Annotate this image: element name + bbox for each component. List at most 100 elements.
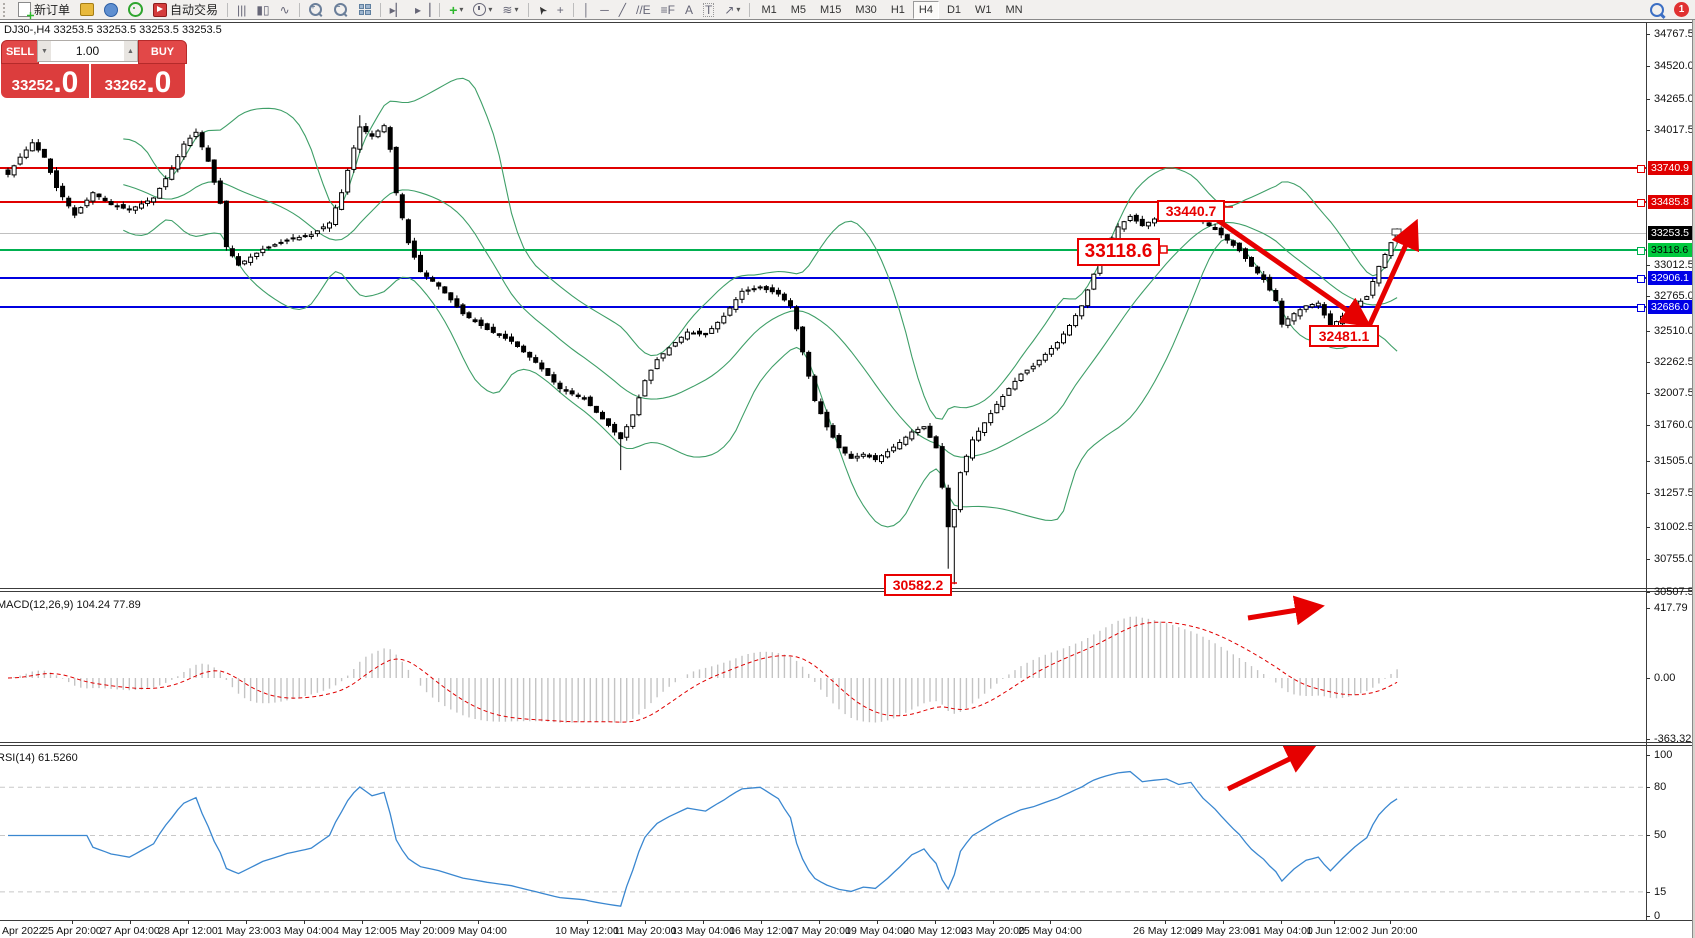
indicators-button[interactable]: + ▾: [445, 1, 467, 19]
time-tick: [420, 920, 421, 924]
auto-scroll-icon: ▸▏: [389, 2, 405, 17]
volume-up-icon[interactable]: ▲: [124, 41, 137, 61]
hline-33118.6[interactable]: [0, 249, 1646, 251]
one-click-trading-panel: SELL ▼ 1.00 ▲ BUY 33252 .0 33262 .0: [1, 40, 187, 98]
macd-signal-line: [7, 621, 1398, 723]
indicator-axis-label: -363.32: [1654, 732, 1692, 745]
indicator-axis-tick: [1646, 892, 1650, 893]
tile-windows-button[interactable]: [355, 1, 375, 19]
timeframe-m30[interactable]: M30: [855, 3, 877, 16]
timeframe-h4[interactable]: H4: [912, 0, 939, 19]
candles: [5, 115, 1400, 585]
volume-input[interactable]: 1.00: [75, 44, 100, 58]
rsi-line: [8, 770, 1398, 907]
zoom-out-button[interactable]: −: [330, 1, 353, 19]
channel-button[interactable]: //E: [632, 1, 655, 19]
timeframe-m1[interactable]: M1: [761, 3, 777, 16]
arrows-button[interactable]: ↗ ▾: [720, 1, 744, 19]
green-level-label[interactable]: 33118.6: [1077, 238, 1160, 266]
candle-chart-button[interactable]: ▮▯: [252, 1, 273, 19]
periods-button[interactable]: ▾: [469, 1, 496, 19]
uptrend-arrow[interactable]: [1363, 218, 1420, 335]
search-icon[interactable]: [1650, 2, 1664, 17]
timeframe-d1[interactable]: D1: [946, 3, 961, 16]
volume-down-icon[interactable]: ▼: [38, 41, 51, 61]
sell-price[interactable]: 33252 .0: [1, 64, 89, 98]
hline-anchor[interactable]: [1637, 275, 1645, 283]
time-tick: [478, 920, 479, 924]
text-label-button[interactable]: T: [699, 1, 718, 19]
tile-windows-icon: [358, 4, 371, 15]
time-tick: [72, 920, 73, 924]
time-tick: [877, 920, 878, 924]
chevron-down-icon: ▾: [736, 5, 741, 14]
price-badge-black: 33253.5: [1648, 226, 1695, 240]
text-label-icon: T: [703, 2, 715, 17]
publisher-button[interactable]: [100, 1, 122, 19]
autotrading-button[interactable]: 自动交易: [149, 1, 222, 19]
notification-badge[interactable]: 1: [1674, 2, 1689, 17]
signals-button[interactable]: [124, 1, 147, 19]
price-badge-green: 33118.6: [1648, 243, 1695, 257]
macd-arrow[interactable]: [1247, 595, 1325, 626]
rsi-label: RSI(14) 61.5260: [0, 752, 78, 764]
bollinger-bands: [123, 77, 1398, 528]
hline-anchor[interactable]: [1637, 199, 1645, 207]
volume-stepper[interactable]: ▼ 1.00 ▲: [37, 40, 138, 62]
line-chart-button[interactable]: ∿: [276, 1, 294, 19]
hline-anchor[interactable]: [1637, 165, 1645, 173]
hline-32906.1[interactable]: [0, 277, 1646, 279]
bar-chart-icon: |||: [237, 2, 247, 17]
high-label[interactable]: 33440.7: [1157, 200, 1225, 222]
hline-32686.0[interactable]: [0, 306, 1646, 308]
zoom-in-button[interactable]: +: [305, 1, 328, 19]
auto-scroll-button[interactable]: ▸▏: [386, 1, 409, 19]
sell-button[interactable]: SELL: [1, 40, 39, 64]
fibonacci-button[interactable]: ≡F: [657, 1, 679, 19]
pullback-low-label[interactable]: 32481.1: [1309, 325, 1379, 347]
time-label: 9 May 04:00: [449, 925, 507, 937]
time-tick: [587, 920, 588, 924]
timeframe-h1[interactable]: H1: [890, 3, 905, 16]
templates-button[interactable]: ≋ ▾: [498, 1, 522, 19]
chart-shift-button[interactable]: ▸▕: [411, 1, 434, 19]
timeframe-mn[interactable]: MN: [1005, 3, 1023, 16]
toolbar-separator: [527, 2, 529, 17]
hline-33253.5[interactable]: [0, 232, 1646, 234]
bar-chart-button[interactable]: |||: [233, 1, 250, 19]
price-tick: [1646, 362, 1650, 363]
buy-price[interactable]: 33262 .0: [91, 64, 185, 98]
timeframe-m5[interactable]: M5: [790, 3, 806, 16]
rsi-levels: [0, 786, 1646, 893]
toolbar-grip[interactable]: [3, 2, 10, 17]
hline-33485.8[interactable]: [0, 201, 1646, 203]
bottom-low-label[interactable]: 30582.2: [884, 574, 952, 596]
price-badge-red: 33485.8: [1648, 195, 1695, 209]
vline-button[interactable]: │: [579, 1, 595, 19]
hline-33740.9[interactable]: [0, 167, 1646, 169]
hline-anchor[interactable]: [1637, 304, 1645, 312]
time-label: 2 Jun 20:00: [1362, 925, 1418, 937]
profiles-icon: [80, 3, 95, 16]
indicators-icon: +: [449, 1, 458, 18]
time-label: 5 May 20:00: [391, 925, 449, 937]
buy-button[interactable]: BUY: [138, 40, 187, 64]
hline-anchor[interactable]: [1637, 247, 1645, 255]
cursor-button[interactable]: ➤: [534, 1, 551, 19]
new-order-button[interactable]: 新订单: [14, 1, 74, 19]
crosshair-button[interactable]: +: [553, 1, 568, 19]
rsi-arrow[interactable]: [1226, 745, 1317, 792]
time-label: 28 Apr 12:00: [158, 925, 218, 937]
price-tick-label: 33012.5: [1654, 258, 1694, 271]
timeframe-w1[interactable]: W1: [975, 3, 992, 16]
timeframe-m15[interactable]: M15: [820, 3, 842, 16]
sell-price-main: 33252: [11, 77, 54, 94]
window-scrollbar[interactable]: [1692, 19, 1695, 938]
trendline-button[interactable]: ╱: [615, 1, 630, 19]
text-button[interactable]: A: [681, 1, 697, 19]
profiles-button[interactable]: [76, 1, 98, 19]
price-tick-label: 34767.5: [1654, 27, 1694, 40]
hline-button[interactable]: ─: [596, 1, 613, 19]
